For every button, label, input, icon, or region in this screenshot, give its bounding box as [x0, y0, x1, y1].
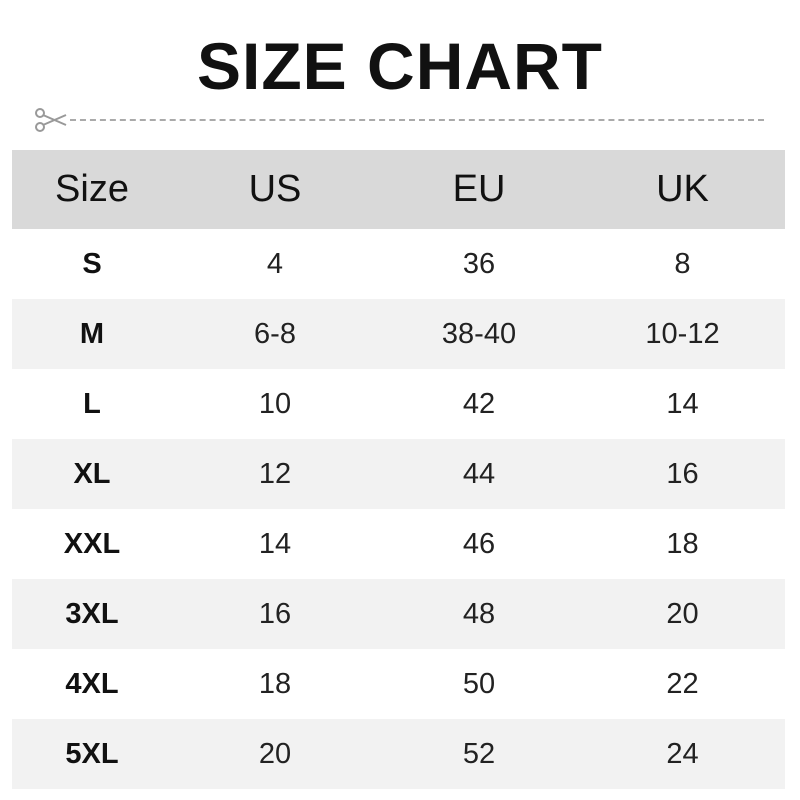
header-size: Size	[55, 168, 129, 210]
size-cell: 4XL	[65, 667, 119, 700]
size-cell: XL	[73, 457, 111, 490]
table-header: Size US EU UK	[12, 150, 785, 229]
uk-cell: 16	[666, 457, 699, 490]
eu-cell: 38-40	[441, 317, 517, 350]
size-cell: L	[83, 387, 101, 420]
eu-cell: 46	[462, 527, 496, 560]
us-cell: 6-8	[254, 317, 296, 350]
us-cell: 14	[258, 527, 292, 560]
uk-cell: 18	[666, 527, 699, 560]
uk-cell: 8	[674, 247, 691, 280]
table-row: XXL 14 46 18	[12, 509, 785, 579]
size-cell: 5XL	[65, 737, 119, 770]
us-cell: 16	[258, 597, 292, 630]
header-us: US	[248, 168, 302, 210]
eu-cell: 44	[462, 457, 496, 490]
uk-cell: 24	[666, 737, 699, 770]
table-row: M 6-8 38-40 10-12	[12, 299, 785, 369]
scissors-icon	[35, 108, 67, 132]
uk-cell: 14	[666, 387, 699, 420]
header-eu: EU	[452, 168, 506, 210]
header-uk: UK	[656, 168, 709, 210]
size-cell: XXL	[63, 527, 121, 560]
us-cell: 10	[258, 387, 292, 420]
size-table: Size US EU UK S 4 36 8 M 6-8 38-40 10-12 L 10 42 14…	[12, 150, 785, 789]
us-cell: 18	[258, 667, 292, 700]
size-cell: M	[79, 317, 105, 350]
table-row: L 10 42 14	[12, 369, 785, 439]
dashed-line	[70, 119, 764, 121]
us-cell: 4	[266, 247, 284, 280]
table-row: S 4 36 8	[12, 229, 785, 299]
size-cell: 3XL	[65, 597, 119, 630]
table-row: 3XL 16 48 20	[12, 579, 785, 649]
us-cell: 12	[258, 457, 292, 490]
uk-cell: 10-12	[645, 317, 720, 350]
page-title: SIZE CHART	[197, 29, 603, 103]
eu-cell: 42	[462, 387, 496, 420]
table-row: XL 12 44 16	[12, 439, 785, 509]
uk-cell: 20	[666, 597, 699, 630]
cut-line	[34, 108, 774, 132]
eu-cell: 52	[462, 737, 496, 770]
eu-cell: 50	[462, 667, 496, 700]
table-row: 4XL 18 50 22	[12, 649, 785, 719]
us-cell: 20	[258, 737, 292, 770]
eu-cell: 36	[462, 247, 496, 280]
table-row: 5XL 20 52 24	[12, 719, 785, 789]
eu-cell: 48	[462, 597, 496, 630]
uk-cell: 22	[666, 667, 699, 700]
size-cell: S	[82, 247, 102, 280]
